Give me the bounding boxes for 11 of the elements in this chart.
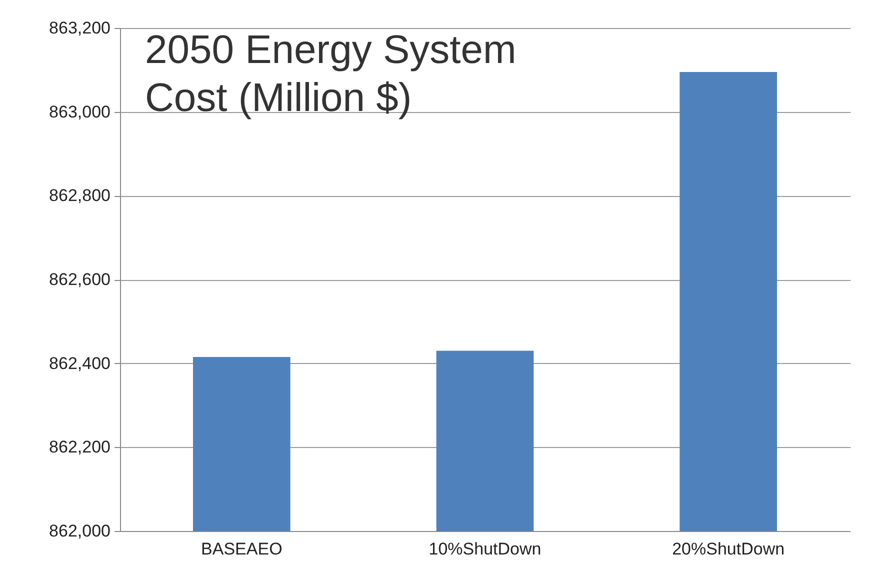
x-tick-label: 20%ShutDown [672,540,785,558]
x-tick-label: BASEAEO [201,540,282,558]
y-tick-label: 862,800 [49,186,110,206]
text: 2050 Energy System Cost (Million $) [145,28,516,120]
y-tick-label: 862,000 [49,522,110,540]
y-tick-label: 862,400 [49,354,110,373]
y-tick-label: 863,000 [49,102,110,122]
y-tick-label: 862,600 [49,270,110,289]
y-tick-label: 862,200 [49,438,110,457]
x-tick-label: 10%ShutDown [428,540,542,558]
y-tick-label: 863,200 [49,18,110,38]
